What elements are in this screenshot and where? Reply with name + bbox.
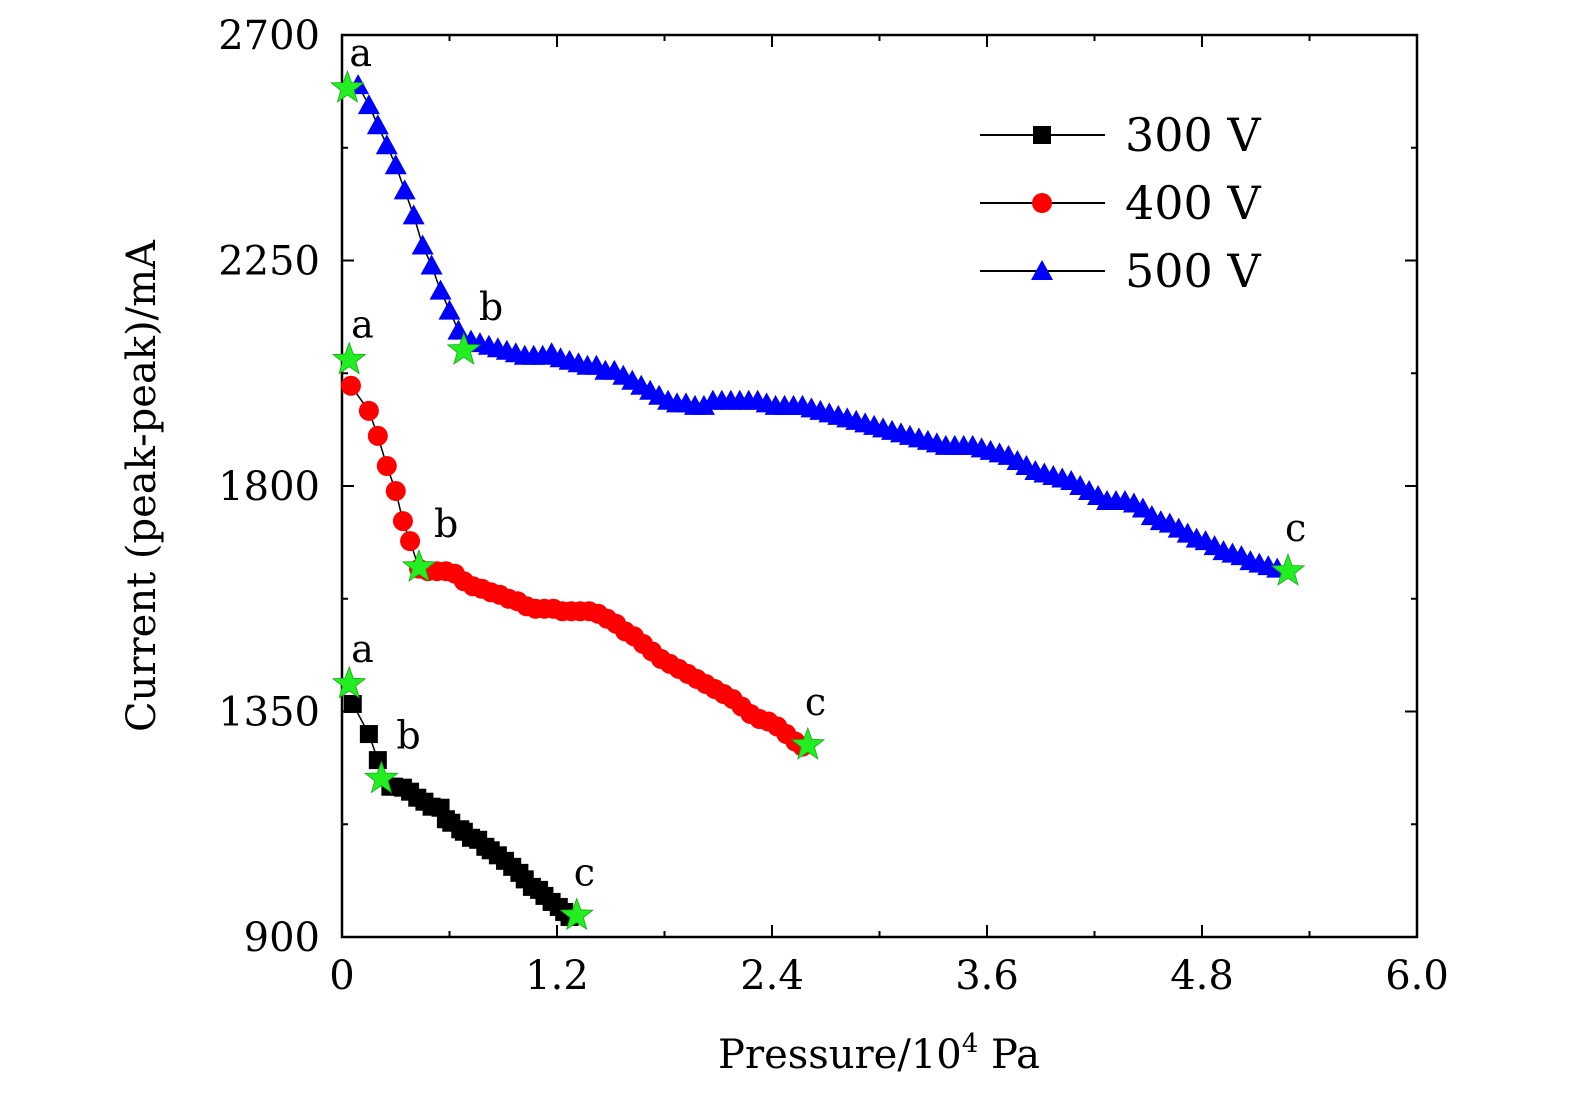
marker-label-c: c — [805, 680, 826, 724]
plot-frame — [340, 33, 1419, 939]
star-marker-b — [401, 549, 437, 582]
data-point — [368, 751, 387, 770]
marker-label-c: c — [1285, 506, 1306, 550]
data-point — [429, 279, 452, 300]
data-point — [376, 455, 397, 476]
data-point — [400, 531, 421, 552]
marker-label-a: a — [349, 31, 372, 75]
marker-label-c: c — [574, 850, 595, 894]
x-tick-label: 4.8 — [1170, 953, 1234, 999]
y-tick-label: 1800 — [218, 464, 320, 510]
legend-marker — [1031, 260, 1053, 280]
x-tick-label: 3.6 — [955, 953, 1019, 999]
legend-label: 300 V — [1125, 108, 1261, 162]
data-point — [384, 154, 407, 175]
data-point — [692, 394, 715, 415]
series-300-v — [343, 694, 579, 926]
legend-label: 400 V — [1125, 176, 1261, 230]
data-point — [358, 400, 379, 421]
x-tick-label: 2.4 — [740, 953, 804, 999]
data-point — [340, 375, 361, 396]
data-point — [402, 204, 425, 225]
legend-label: 500 V — [1125, 244, 1261, 298]
star-marker-a — [330, 69, 365, 103]
x-axis-label-unit: Pa — [978, 1032, 1040, 1078]
marker-label-a: a — [351, 303, 374, 347]
y-tick-label: 1350 — [218, 690, 320, 736]
data-point — [438, 299, 461, 320]
marker-label-a: a — [351, 627, 374, 671]
axis-ticks: 0 1.2 2.4 3.6 4.8 6.0 900 1350 1800 2250 2700 — [218, 13, 1449, 999]
data-point — [375, 134, 398, 155]
data-point — [367, 425, 388, 446]
marker-label-b: b — [396, 714, 420, 758]
y-axis-label: Current (peak-peak)/mA — [119, 239, 165, 732]
x-axis-label: Pressure/104 Pa — [718, 1029, 1040, 1078]
marker-label-b: b — [434, 502, 458, 546]
marker-label-b: b — [479, 285, 503, 329]
series-500-v — [347, 74, 1289, 578]
x-axis-label-sup: 4 — [962, 1029, 979, 1059]
data-point — [420, 254, 443, 275]
star-marker-a — [331, 341, 367, 375]
star-marker-c — [1270, 553, 1306, 586]
star-marker-a — [331, 665, 367, 699]
y-tick-label: 2700 — [218, 13, 320, 59]
data-point — [411, 234, 434, 255]
legend-item: 300 V — [980, 108, 1261, 162]
y-tick-label: 900 — [244, 915, 320, 961]
data-point — [359, 725, 378, 744]
x-axis-label-main: Pressure/10 — [718, 1032, 962, 1078]
star-marker-c — [790, 726, 826, 760]
legend-marker — [1033, 126, 1051, 144]
x-tick-label: 0 — [329, 953, 354, 999]
data-point — [357, 94, 380, 115]
star-marker-b — [364, 760, 399, 794]
data-point — [343, 694, 362, 713]
legend-item: 400 V — [980, 176, 1261, 230]
data-point — [393, 179, 416, 200]
star-marker-c — [559, 897, 595, 931]
y-tick-label: 2250 — [218, 239, 320, 285]
legend: 300 V 400 V 500 V — [980, 108, 1261, 298]
data-point — [366, 114, 389, 135]
star-marker-b — [446, 332, 482, 365]
x-tick-label: 6.0 — [1385, 953, 1449, 999]
legend-item: 500 V — [980, 244, 1261, 298]
data-point — [447, 319, 470, 340]
x-tick-label: 1.2 — [525, 953, 589, 999]
data-point — [385, 481, 406, 502]
data-point — [392, 511, 413, 532]
legend-marker — [1032, 193, 1052, 213]
